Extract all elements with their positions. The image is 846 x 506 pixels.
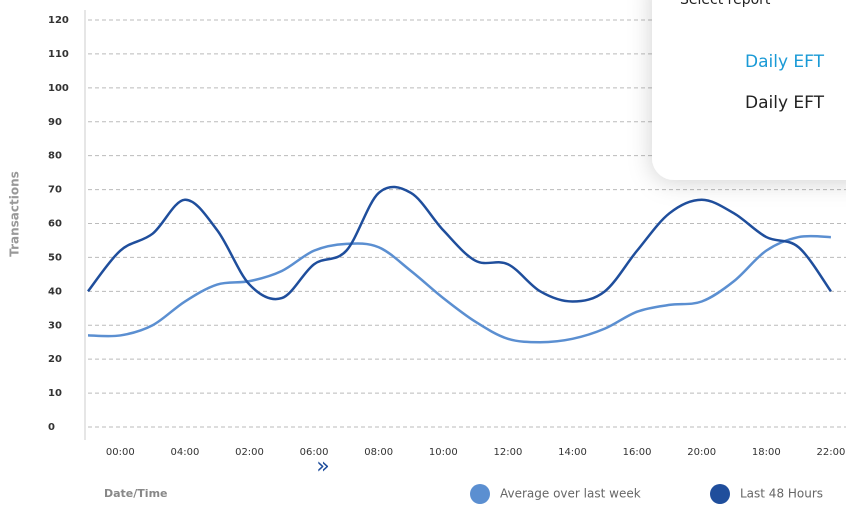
- y-tick-label: 30: [48, 320, 62, 331]
- x-tick-label: 22:00: [816, 447, 845, 458]
- y-tick-label: 110: [48, 49, 69, 60]
- y-tick-label: 120: [48, 15, 69, 26]
- y-tick-label: 0: [48, 422, 55, 433]
- x-tick-label: 12:00: [493, 447, 522, 458]
- x-tick-label: 18:00: [752, 447, 781, 458]
- x-tick-label: 04:00: [170, 447, 199, 458]
- y-tick-label: 10: [48, 388, 62, 399]
- y-tick-label: 20: [48, 354, 62, 365]
- scroll-arrow[interactable]: »: [316, 454, 329, 479]
- x-tick-label: 06:00: [300, 447, 329, 458]
- series-line: [87, 185, 832, 303]
- y-tick-label: 50: [48, 252, 62, 263]
- legend: Average over last week Last 48 Hours: [470, 484, 823, 504]
- x-tick-label: 00:00: [106, 447, 135, 458]
- menu-card: [652, 0, 846, 180]
- menu-item[interactable]: Daily EFT: [745, 52, 825, 72]
- y-tick-label: 60: [48, 219, 62, 230]
- y-tick-label: 70: [48, 185, 62, 196]
- y-tick-label: 80: [48, 151, 62, 162]
- x-tick-label: 02:00: [235, 447, 264, 458]
- menu-item[interactable]: Daily EFT: [745, 93, 825, 113]
- x-tick-label: 16:00: [623, 447, 652, 458]
- report-menu: Select report Daily EFT Daily EFT: [652, 0, 846, 180]
- menu-title: Select report: [680, 0, 771, 8]
- y-tick-label: 100: [48, 83, 69, 94]
- x-axis-title: Date/Time: [104, 487, 168, 500]
- series-line: [87, 234, 831, 344]
- x-tick-label: 14:00: [558, 447, 587, 458]
- x-tick-label: 20:00: [687, 447, 716, 458]
- legend-marker: [710, 484, 730, 504]
- legend-label: Average over last week: [500, 487, 641, 501]
- y-axis-title: Transactions: [8, 171, 22, 257]
- legend-marker: [470, 484, 490, 504]
- x-tick-label: 08:00: [364, 447, 393, 458]
- plot-area: 0 10 20 30 40 50 60 70 80 90 100 110 120 00:00 04:00 02…: [48, 15, 846, 458]
- y-tick-label: 40: [48, 286, 62, 297]
- x-tick-label: 10:00: [429, 447, 458, 458]
- legend-label: Last 48 Hours: [740, 487, 823, 501]
- y-tick-label: 90: [48, 117, 62, 128]
